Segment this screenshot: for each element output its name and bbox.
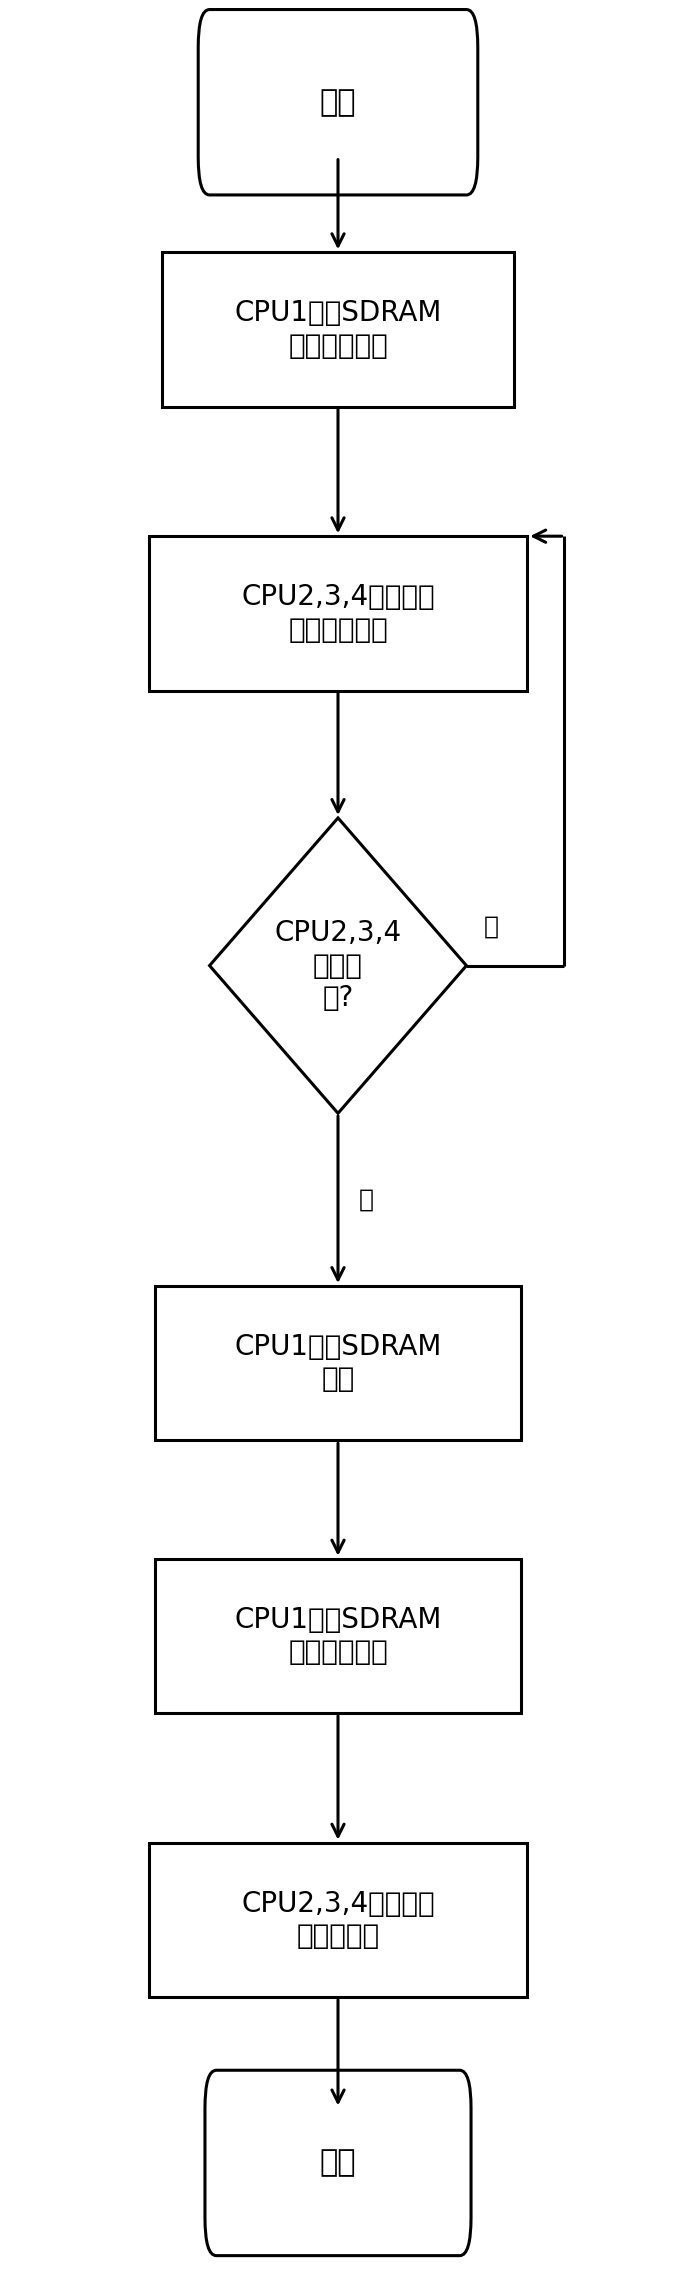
Text: CPU1设置SDRAM
调频结束标志: CPU1设置SDRAM 调频结束标志 [235,1606,441,1665]
Bar [162,252,514,407]
Text: CPU2,3,4收到调频
结束的标志: CPU2,3,4收到调频 结束的标志 [241,1890,435,1949]
Text: 否: 否 [483,913,498,938]
Text: CPU1调整SDRAM
频率: CPU1调整SDRAM 频率 [235,1334,441,1393]
Text: CPU2,3,4
允许调
频?: CPU2,3,4 允许调 频? [274,920,402,1011]
FancyBboxPatch shape [205,2070,471,2256]
Polygon shape [210,818,466,1113]
Text: CPU1设置SDRAM
准备调频标志: CPU1设置SDRAM 准备调频标志 [235,300,441,359]
Bar [149,1843,527,1997]
Bar [155,1286,521,1440]
Text: 结束: 结束 [320,2149,356,2177]
Text: 是: 是 [358,1188,373,1211]
Text: 开始: 开始 [320,89,356,116]
Bar [155,1559,521,1713]
FancyBboxPatch shape [198,9,478,195]
Text: CPU2,3,4检查访问
的存储器空间: CPU2,3,4检查访问 的存储器空间 [241,584,435,643]
Bar [149,536,527,691]
